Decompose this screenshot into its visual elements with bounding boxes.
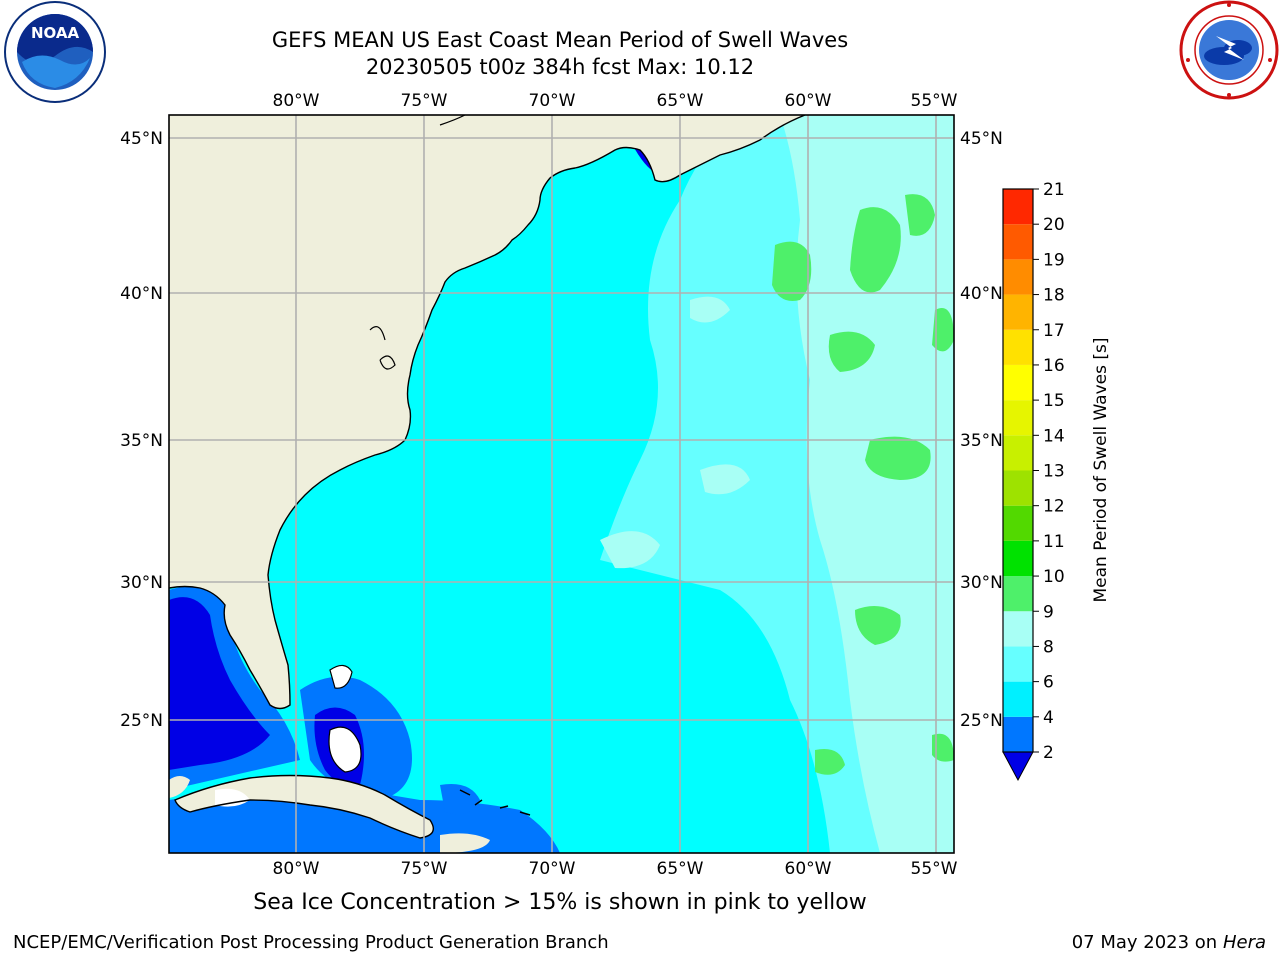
lat-label: 40°N [120, 284, 163, 304]
machine-name: Hera [1222, 932, 1266, 953]
colorbar: 2 4 6 8 9 10 11 12 13 14 15 16 17 18 19 20 21 [1002, 180, 1065, 782]
lon-label: 70°W [529, 859, 576, 879]
lon-label: 65°W [657, 91, 704, 111]
map-subtitle: 20230505 t00z 384h fcst Max: 10.12 [365, 55, 755, 79]
noaa-logo-text: NOAA [31, 24, 80, 42]
colorbar-tick-label: 14 [1043, 426, 1065, 446]
colorbar-tick-label: 11 [1043, 532, 1065, 552]
lat-label: 30°N [960, 573, 1003, 593]
colorbar-segment [1003, 611, 1033, 647]
colorbar-tick-label: 15 [1043, 391, 1065, 411]
lon-label: 60°W [785, 91, 832, 111]
colorbar-segment [1003, 505, 1033, 541]
colorbar-tick-label: 12 [1043, 497, 1065, 517]
colorbar-tick-label: 10 [1043, 567, 1065, 587]
colorbar-segment [1003, 400, 1033, 436]
colorbar-segment [1003, 470, 1033, 506]
lat-labels-left: 45°N 40°N 35°N 30°N 25°N [120, 129, 163, 731]
colorbar-segment [1003, 189, 1033, 225]
colorbar-segment [1003, 435, 1033, 471]
lon-label: 70°W [529, 91, 576, 111]
colorbar-tick-label: 8 [1043, 637, 1054, 657]
colorbar-segment [1003, 294, 1033, 330]
lat-label: 30°N [120, 573, 163, 593]
colorbar-segment [1003, 540, 1033, 577]
colorbar-segment [1003, 646, 1033, 682]
graticule [169, 115, 954, 853]
colorbar-tick-label: 20 [1043, 215, 1065, 235]
lon-label: 55°W [911, 91, 958, 111]
colorbar-segment [1003, 329, 1033, 365]
lat-label: 45°N [960, 129, 1003, 149]
lon-label: 55°W [911, 859, 958, 879]
colorbar-tick-label: 19 [1043, 250, 1065, 270]
colorbar-tick-label: 6 [1043, 673, 1054, 693]
lat-label: 25°N [960, 711, 1003, 731]
map-frame [168, 114, 955, 854]
colorbar-segment [1003, 224, 1033, 260]
colorbar-segment [1003, 576, 1033, 612]
lon-labels-bottom: 80°W 75°W 70°W 65°W 60°W 55°W [273, 859, 958, 879]
lat-label: 35°N [120, 431, 163, 451]
lat-label: 35°N [960, 431, 1003, 451]
lon-label: 80°W [273, 91, 320, 111]
lat-label: 25°N [120, 711, 163, 731]
map-title: GEFS MEAN US East Coast Mean Period of S… [271, 28, 849, 52]
lat-label: 40°N [960, 284, 1003, 304]
colorbar-tick-label: 9 [1043, 602, 1054, 622]
colorbar-tick-label: 17 [1043, 321, 1065, 341]
colorbar-extension [1002, 751, 1034, 782]
sea-ice-note: Sea Ice Concentration > 15% is shown in … [253, 890, 867, 915]
colorbar-segment [1003, 259, 1033, 295]
lon-label: 80°W [273, 859, 320, 879]
colorbar-tick-label: 18 [1043, 286, 1065, 306]
lon-label: 65°W [657, 859, 704, 879]
colorbar-tick-label: 21 [1043, 180, 1065, 200]
colorbar-segment [1003, 681, 1033, 717]
map-area [169, 115, 954, 853]
lon-label: 75°W [401, 91, 448, 111]
lon-labels-top: 80°W 75°W 70°W 65°W 60°W 55°W [273, 91, 958, 111]
colorbar-tick-label: 13 [1043, 462, 1065, 482]
colorbar-segment [1003, 364, 1033, 401]
lon-label: 60°W [785, 859, 832, 879]
lat-label: 45°N [120, 129, 163, 149]
date-text: 07 May 2023 on [1071, 932, 1218, 953]
lon-label: 75°W [401, 859, 448, 879]
nws-logo [1179, 0, 1279, 100]
colorbar-tick-label: 16 [1043, 356, 1065, 376]
lat-labels-right: 45°N 40°N 35°N 30°N 25°N [960, 129, 1003, 731]
credit-text: NCEP/EMC/Verification Post Processing Pr… [13, 932, 609, 953]
colorbar-segment [1003, 716, 1033, 752]
date-stamp: 07 May 2023 on Hera [1072, 932, 1266, 953]
colorbar-label: Mean Period of Swell Waves [s] [1091, 338, 1111, 603]
colorbar-tick-label: 4 [1043, 708, 1054, 728]
colorbar-tick-label: 2 [1043, 743, 1054, 763]
noaa-logo: NOAA [4, 1, 106, 103]
